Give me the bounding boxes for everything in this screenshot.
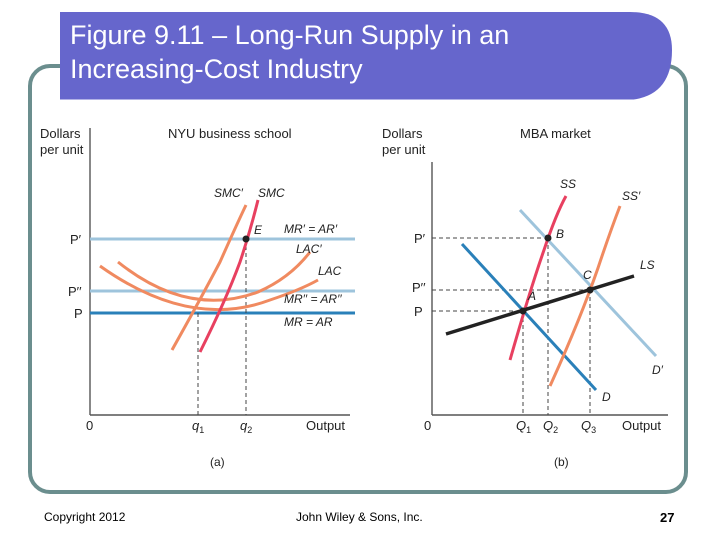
panel-a-caption: (a) bbox=[210, 455, 225, 469]
copyright-text: Copyright 2012 bbox=[44, 510, 126, 524]
title-line-1: Figure 9.11 – Long-Run Supply in an bbox=[70, 20, 510, 50]
point-b-dot bbox=[544, 234, 552, 242]
smc-curve bbox=[198, 199, 260, 353]
panel-b-p: P bbox=[414, 304, 423, 319]
q1-b-label: Q1 bbox=[516, 418, 531, 435]
ss-curve bbox=[508, 195, 568, 361]
mr-prime-label: MR′ = AR′ bbox=[284, 222, 338, 236]
q2-b-label: Q2 bbox=[543, 418, 558, 435]
q1-label: q1 bbox=[192, 418, 204, 435]
q3-b-label: Q3 bbox=[581, 418, 596, 435]
panel-b-p-prime: P′ bbox=[414, 231, 426, 246]
page-number: 27 bbox=[660, 510, 675, 525]
lac-label: LAC bbox=[318, 264, 342, 278]
panel-a-ylabel-1: Dollars bbox=[40, 126, 81, 141]
point-a-dot bbox=[519, 307, 527, 315]
point-a-label: A bbox=[527, 289, 536, 303]
panel-a-origin: 0 bbox=[86, 418, 93, 433]
point-c-label: C bbox=[583, 268, 592, 282]
point-e-dot bbox=[242, 235, 250, 243]
q2-label: q2 bbox=[240, 418, 252, 435]
d-line bbox=[460, 242, 598, 392]
point-c-dot bbox=[586, 286, 594, 294]
panel-b-ylabel-2: per unit bbox=[382, 142, 426, 157]
smc-label: SMC bbox=[258, 186, 285, 200]
panel-b-p-double: P′′ bbox=[412, 280, 426, 295]
panel-a-ylabel-2: per unit bbox=[40, 142, 84, 157]
ss-label: SS bbox=[560, 177, 576, 191]
panel-a-title: NYU business school bbox=[168, 126, 292, 141]
lac-prime-label: LAC′ bbox=[296, 242, 322, 256]
lac-prime-curve bbox=[117, 251, 312, 302]
mr-double-label: MR′′ = AR′′ bbox=[284, 292, 342, 306]
ls-line bbox=[445, 274, 635, 336]
point-e-label: E bbox=[254, 223, 263, 237]
panel-b-caption: (b) bbox=[554, 455, 569, 469]
d-label: D bbox=[602, 390, 611, 404]
panel-b-graph: Dollars per unit MBA market P′ P′′ P SS … bbox=[382, 126, 668, 469]
panel-a-p: P bbox=[74, 306, 83, 321]
point-b-label: B bbox=[556, 227, 564, 241]
ls-label: LS bbox=[640, 258, 655, 272]
panel-a-xlabel: Output bbox=[306, 418, 345, 433]
ss-prime-label: SS′ bbox=[622, 189, 641, 203]
panel-a-p-prime: P′ bbox=[70, 232, 82, 247]
panel-a-graph: Dollars per unit NYU business school P′ … bbox=[40, 126, 355, 469]
panel-b-xlabel: Output bbox=[622, 418, 661, 433]
slide-title: Figure 9.11 – Long-Run Supply in an Incr… bbox=[70, 18, 630, 86]
d-prime-label: D′ bbox=[652, 363, 664, 377]
smc-prime-curve bbox=[170, 204, 248, 351]
ss-prime-curve bbox=[548, 205, 622, 387]
lac-curve bbox=[99, 264, 319, 311]
d-prime-line bbox=[518, 208, 658, 358]
smc-prime-label: SMC′ bbox=[214, 186, 244, 200]
panel-a-p-double: P′′ bbox=[68, 284, 82, 299]
panel-b-origin: 0 bbox=[424, 418, 431, 433]
mr-label: MR = AR bbox=[284, 315, 333, 329]
panel-b-title: MBA market bbox=[520, 126, 591, 141]
publisher-text: John Wiley & Sons, Inc. bbox=[296, 510, 423, 524]
title-bar bbox=[60, 12, 672, 100]
title-line-2: Increasing-Cost Industry bbox=[70, 54, 363, 84]
panel-b-ylabel-1: Dollars bbox=[382, 126, 423, 141]
